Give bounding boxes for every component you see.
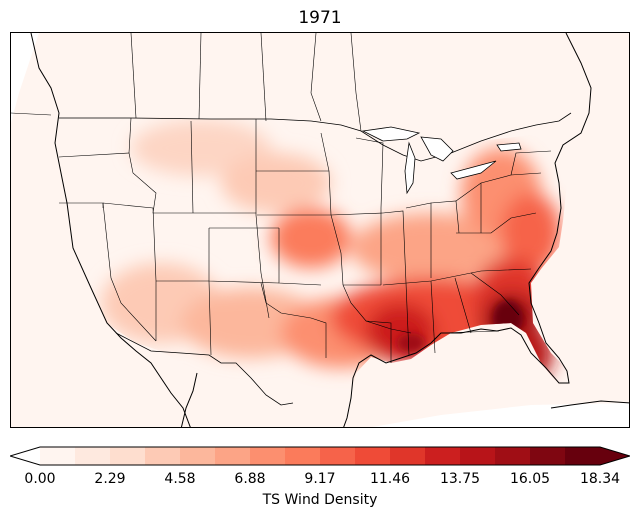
colorbar-tick-label: 0.00 (24, 471, 56, 487)
country-borders (59, 112, 572, 406)
colorbar (10, 446, 630, 466)
map-panel (10, 32, 630, 428)
colorbar-outline (10, 446, 630, 466)
colorbar-segment (215, 447, 251, 465)
colorbar-tick-label: 6.88 (234, 471, 266, 487)
colorbar-segment (250, 447, 286, 465)
no-data-region (11, 33, 39, 123)
colorbar-label: TS Wind Density (262, 492, 378, 508)
colorbar-segment (145, 447, 181, 465)
colorbar-segment (75, 447, 111, 465)
colorbar-segment (320, 447, 356, 465)
colorbar-segment (565, 447, 601, 465)
density-map (11, 33, 629, 427)
colorbar-extend-max (600, 447, 630, 465)
colorbar-tick-label: 13.75 (439, 471, 481, 487)
colorbar-segment (495, 447, 531, 465)
state-borders (11, 33, 552, 363)
colorbar-segment (110, 447, 146, 465)
colorbar-segment (180, 447, 216, 465)
colorbar-segment (355, 447, 391, 465)
colorbar-segment (390, 447, 426, 465)
colorbar-segments (40, 447, 601, 465)
colorbar-segment (425, 447, 461, 465)
coastlines (30, 33, 629, 427)
colorbar-extend-min (10, 447, 40, 465)
colorbar-segment (460, 447, 496, 465)
colorbar-tick-label: 16.05 (509, 471, 551, 487)
colorbar-segment (530, 447, 566, 465)
colorbar-tick-label: 2.29 (94, 471, 126, 487)
density-field (101, 120, 561, 381)
colorbar-tick-label: 18.34 (579, 471, 621, 487)
no-data-region (372, 403, 629, 427)
colorbar-segment (285, 447, 321, 465)
great-lakes (361, 126, 522, 195)
colorbar-tick-label: 4.58 (164, 471, 196, 487)
colorbar-tick-label: 11.46 (369, 471, 411, 487)
map-title: 1971 (298, 8, 342, 28)
colorbar-segment (40, 447, 76, 465)
colorbar-tick-label: 9.17 (304, 471, 336, 487)
